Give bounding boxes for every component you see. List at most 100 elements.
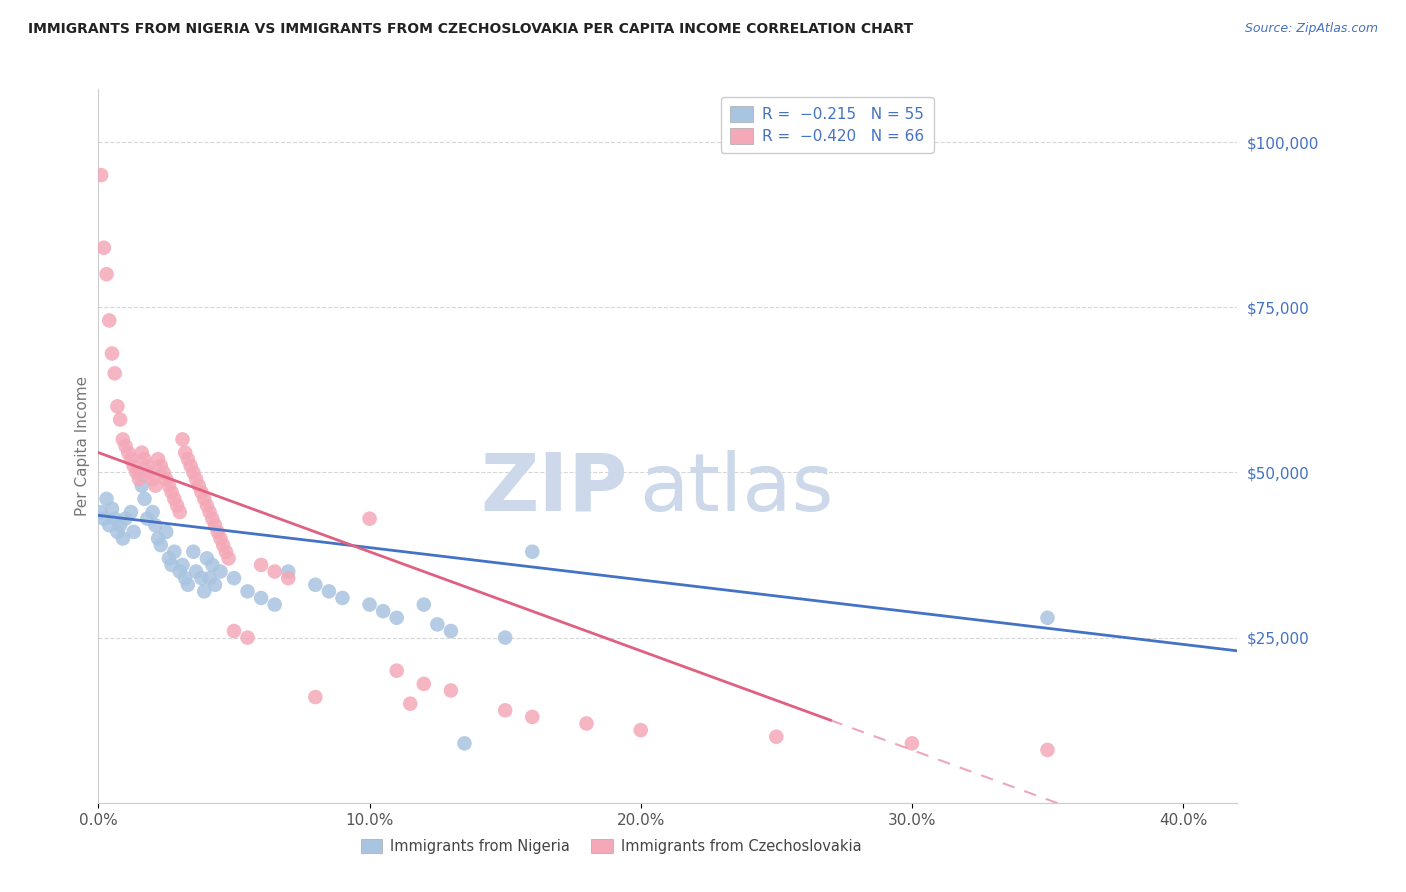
Point — [114, 511, 136, 525]
Point — [139, 466, 162, 480]
Point — [96, 491, 118, 506]
Point — [146, 532, 169, 546]
Point — [122, 524, 145, 539]
Point — [222, 624, 245, 638]
Point — [250, 558, 273, 572]
Point — [157, 478, 180, 492]
Point — [101, 346, 124, 360]
Point — [277, 571, 299, 585]
Point — [187, 478, 209, 492]
Point — [209, 565, 232, 579]
Point — [190, 485, 212, 500]
Point — [134, 452, 156, 467]
Point — [108, 518, 131, 533]
Point — [128, 466, 150, 480]
Point — [180, 458, 202, 473]
Point — [218, 551, 240, 566]
Point — [101, 501, 124, 516]
Point — [385, 664, 408, 678]
Point — [575, 716, 598, 731]
Point — [183, 466, 205, 480]
Point — [117, 445, 139, 459]
Text: atlas: atlas — [640, 450, 834, 528]
Point — [193, 491, 215, 506]
Point — [111, 532, 134, 546]
Y-axis label: Per Capita Income: Per Capita Income — [75, 376, 90, 516]
Point — [901, 736, 924, 750]
Point — [108, 412, 131, 426]
Point — [201, 558, 224, 572]
Text: ZIP: ZIP — [481, 450, 628, 528]
Point — [149, 458, 172, 473]
Point — [169, 565, 191, 579]
Point — [177, 452, 200, 467]
Point — [163, 545, 186, 559]
Point — [385, 611, 408, 625]
Point — [190, 571, 212, 585]
Point — [172, 558, 194, 572]
Point — [277, 565, 299, 579]
Point — [160, 485, 183, 500]
Point — [630, 723, 652, 738]
Point — [163, 491, 186, 506]
Point — [359, 511, 381, 525]
Point — [318, 584, 340, 599]
Point — [412, 598, 434, 612]
Point — [120, 505, 142, 519]
Text: IMMIGRANTS FROM NIGERIA VS IMMIGRANTS FROM CZECHOSLOVAKIA PER CAPITA INCOME CORR: IMMIGRANTS FROM NIGERIA VS IMMIGRANTS FR… — [28, 22, 914, 37]
Point — [177, 578, 200, 592]
Point — [107, 524, 129, 539]
Point — [440, 624, 463, 638]
Point — [204, 518, 226, 533]
Point — [174, 571, 197, 585]
Point — [128, 472, 150, 486]
Point — [453, 736, 475, 750]
Point — [93, 511, 115, 525]
Point — [494, 631, 516, 645]
Point — [399, 697, 422, 711]
Point — [332, 591, 354, 605]
Point — [174, 445, 197, 459]
Point — [122, 458, 145, 473]
Point — [131, 478, 153, 492]
Point — [440, 683, 463, 698]
Point — [193, 584, 215, 599]
Point — [120, 452, 142, 467]
Point — [765, 730, 787, 744]
Point — [134, 491, 156, 506]
Point — [157, 551, 180, 566]
Point — [207, 524, 229, 539]
Point — [426, 617, 449, 632]
Point — [522, 710, 544, 724]
Text: Source: ZipAtlas.com: Source: ZipAtlas.com — [1244, 22, 1378, 36]
Point — [107, 400, 129, 414]
Point — [136, 458, 159, 473]
Point — [494, 703, 516, 717]
Point — [98, 518, 121, 533]
Point — [304, 690, 326, 704]
Point — [222, 571, 245, 585]
Point — [93, 241, 115, 255]
Point — [195, 551, 218, 566]
Point — [125, 466, 148, 480]
Point — [145, 518, 167, 533]
Point — [201, 511, 224, 525]
Point — [104, 367, 127, 381]
Point — [104, 511, 127, 525]
Point — [522, 545, 544, 559]
Point — [209, 532, 232, 546]
Point — [142, 505, 165, 519]
Point — [160, 558, 183, 572]
Point — [371, 604, 394, 618]
Point — [146, 452, 169, 467]
Point — [111, 433, 134, 447]
Point — [90, 168, 112, 182]
Point — [169, 505, 191, 519]
Point — [166, 499, 188, 513]
Point — [359, 598, 381, 612]
Point — [145, 478, 167, 492]
Point — [142, 472, 165, 486]
Point — [155, 472, 177, 486]
Point — [184, 472, 207, 486]
Point — [1036, 611, 1059, 625]
